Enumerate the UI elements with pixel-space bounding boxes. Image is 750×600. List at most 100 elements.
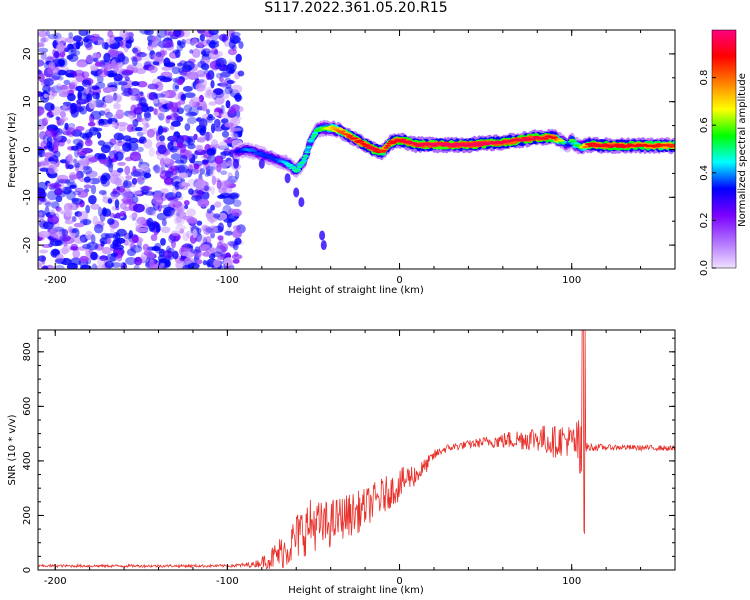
noise-blob	[70, 102, 78, 112]
ridge-mark	[287, 163, 294, 166]
snr-y-ticks: 0 200 400 600 800	[22, 337, 675, 573]
noise-blob	[130, 95, 137, 101]
ridge-mark	[374, 148, 380, 151]
noise-blob	[210, 123, 216, 134]
noise-blob	[146, 128, 155, 138]
noise-blob	[234, 105, 244, 113]
noise-blob	[214, 88, 225, 99]
spectrogram-x-label: Height of straight line (km)	[288, 285, 424, 296]
noise-blob	[54, 231, 63, 241]
ridge-mark	[298, 197, 305, 208]
noise-blob	[183, 200, 190, 206]
ridge-mark	[312, 133, 318, 136]
noise-blob	[195, 83, 206, 92]
ridge-mark	[310, 135, 317, 138]
noise-blob	[131, 81, 140, 87]
noise-blob	[141, 185, 150, 195]
ridge-mark	[251, 149, 258, 152]
colorbar-gradient	[711, 29, 737, 269]
noise-blob	[172, 82, 180, 92]
ridge-mark	[364, 144, 371, 147]
noise-blob	[114, 151, 124, 161]
noise-blob	[148, 206, 154, 215]
noise-blob	[190, 249, 202, 254]
ridge-mark	[296, 166, 303, 169]
noise-blob	[118, 125, 127, 132]
noise-blob	[206, 148, 216, 156]
noise-blob	[187, 217, 198, 226]
noise-blob	[62, 101, 72, 106]
noise-blob	[216, 72, 222, 79]
noise-blob	[132, 190, 142, 195]
noise-blob	[122, 191, 133, 199]
noise-blob	[97, 75, 104, 84]
noise-blob	[81, 79, 91, 88]
noise-blob	[97, 140, 106, 146]
noise-blob	[117, 167, 124, 173]
noise-blob	[110, 225, 115, 234]
spectrogram-marks	[38, 30, 675, 269]
noise-blob	[161, 219, 167, 227]
noise-blob	[214, 143, 220, 149]
noise-blob	[75, 126, 85, 132]
noise-blob	[64, 178, 75, 185]
noise-blob	[97, 132, 102, 139]
noise-blob	[235, 109, 241, 119]
noise-blob	[44, 206, 50, 216]
ridge-mark	[439, 142, 446, 145]
ridge-mark	[358, 140, 365, 143]
snr-frame	[37, 329, 676, 571]
ridge-mark	[347, 135, 354, 137]
noise-blob	[99, 159, 108, 165]
noise-blob	[115, 212, 121, 219]
noise-blob	[123, 241, 134, 246]
noise-blob	[199, 168, 206, 175]
noise-blob	[101, 42, 109, 50]
ridge-mark	[307, 139, 314, 142]
noise-blob	[210, 166, 216, 171]
noise-blob	[66, 127, 77, 137]
noise-blob	[159, 158, 165, 167]
noise-blob	[217, 194, 226, 199]
noise-blob	[188, 99, 195, 107]
noise-blob	[129, 214, 138, 219]
noise-blob	[49, 183, 62, 189]
noise-blob	[38, 262, 42, 268]
noise-blob	[191, 38, 198, 45]
noise-blob	[41, 197, 47, 203]
noise-blob	[213, 213, 221, 219]
noise-blob	[126, 248, 137, 257]
noise-blob	[40, 51, 47, 61]
x-tick-label: -200	[44, 576, 67, 587]
noise-blob	[131, 125, 139, 132]
y-tick-label: -20	[22, 237, 33, 253]
noise-blob	[174, 164, 186, 174]
noise-blob	[175, 49, 181, 58]
x-tick-label: 100	[562, 576, 581, 587]
noise-blob	[232, 242, 239, 251]
noise-blob	[110, 252, 119, 257]
noise-blob	[232, 258, 240, 264]
spectrogram-x-ticks: -200 -100 0 100	[44, 30, 676, 286]
ridge-mark	[381, 149, 388, 152]
noise-blob	[160, 188, 169, 194]
noise-blob	[178, 99, 186, 105]
noise-blob	[109, 43, 120, 50]
noise-blob	[47, 228, 59, 234]
noise-blob	[143, 139, 153, 149]
noise-blob	[195, 259, 203, 265]
noise-blob	[182, 232, 190, 242]
noise-blob	[132, 119, 139, 127]
ridge-mark	[304, 151, 311, 154]
noise-blob	[107, 218, 115, 225]
noise-blob	[160, 226, 171, 234]
noise-blob	[78, 158, 88, 166]
noise-blob	[172, 250, 179, 260]
noise-blob	[169, 135, 178, 141]
noise-blob	[156, 112, 163, 118]
noise-blob	[206, 36, 211, 44]
noise-blob	[52, 213, 60, 222]
y-tick-label: 0	[22, 146, 33, 152]
noise-blob	[139, 30, 151, 35]
noise-blob	[144, 30, 154, 36]
